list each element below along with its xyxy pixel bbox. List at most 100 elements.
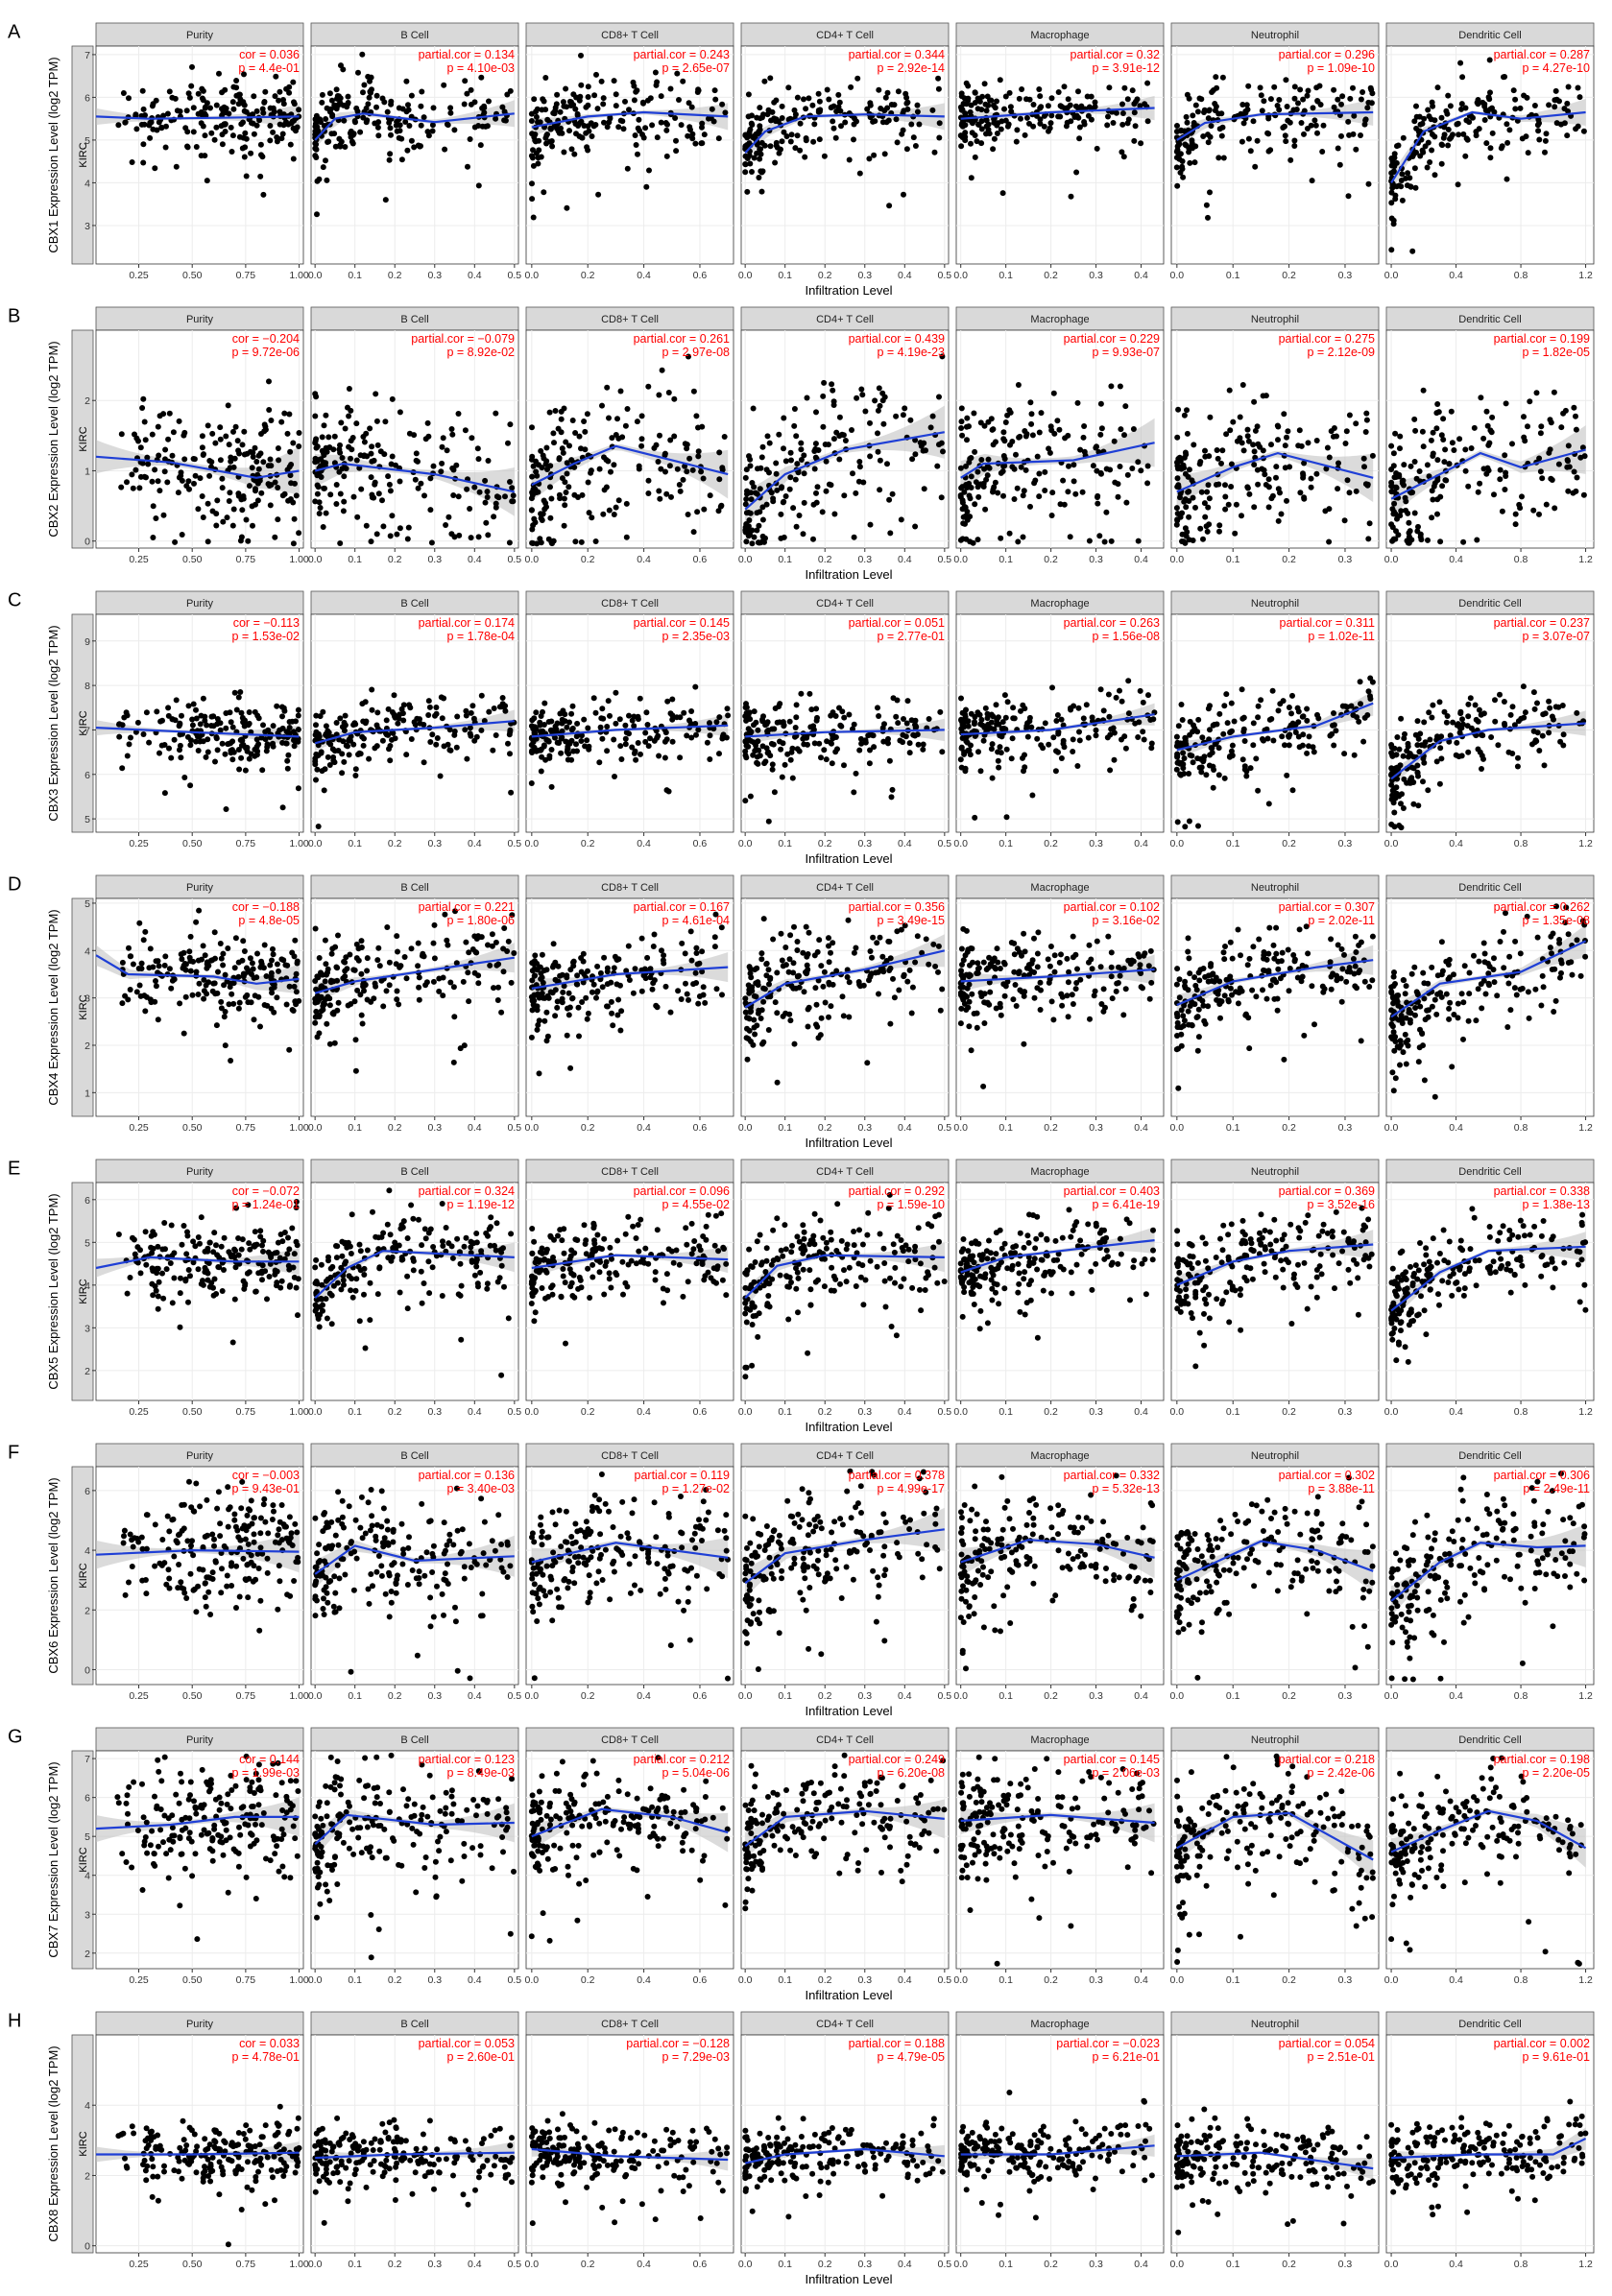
- data-point: [746, 709, 753, 716]
- data-point: [1123, 499, 1130, 506]
- data-point: [319, 447, 325, 454]
- data-point: [749, 540, 756, 547]
- data-point: [1247, 765, 1254, 772]
- data-point: [914, 108, 921, 115]
- data-point: [1414, 528, 1421, 535]
- data-point: [547, 125, 554, 132]
- data-point: [1036, 493, 1043, 500]
- data-point: [142, 1008, 149, 1015]
- data-point: [1286, 705, 1292, 710]
- data-point: [712, 96, 719, 103]
- data-point: [1181, 755, 1188, 761]
- data-point: [421, 492, 427, 499]
- correlation-label: partial.cor = 0.311: [1280, 616, 1376, 630]
- data-point: [821, 153, 828, 159]
- data-point: [245, 538, 252, 544]
- data-point: [161, 742, 168, 748]
- data-point: [408, 736, 415, 742]
- data-point: [562, 502, 568, 509]
- trend-line: [1390, 448, 1586, 500]
- scatter-points: [528, 52, 729, 221]
- data-point: [360, 434, 367, 440]
- data-point: [782, 458, 789, 465]
- data-point: [633, 142, 639, 148]
- data-point: [748, 496, 755, 503]
- data-point: [415, 485, 421, 491]
- data-point: [781, 498, 787, 505]
- data-point: [957, 756, 964, 763]
- data-point: [406, 123, 413, 129]
- scatter-points: [312, 686, 517, 829]
- data-point: [1145, 692, 1151, 699]
- data-point: [1244, 426, 1251, 433]
- trend-line: [960, 107, 1155, 120]
- data-point: [461, 101, 468, 108]
- data-point: [1189, 137, 1195, 144]
- data-point: [743, 538, 750, 545]
- data-point: [1301, 131, 1307, 137]
- data-point: [1209, 750, 1215, 756]
- data-point: [1361, 464, 1367, 470]
- data-point: [1198, 96, 1205, 103]
- data-point: [502, 707, 509, 714]
- data-point: [115, 122, 122, 129]
- data-point: [1576, 94, 1583, 101]
- data-point: [481, 103, 488, 109]
- data-point: [1483, 408, 1490, 415]
- data-point: [1292, 721, 1299, 728]
- trend-line: [531, 444, 729, 487]
- data-point: [1430, 496, 1436, 503]
- data-point: [1346, 412, 1353, 419]
- data-point: [756, 175, 762, 180]
- data-point: [249, 503, 255, 510]
- data-point: [239, 442, 246, 448]
- x-tick-label: 0.3: [1089, 554, 1103, 565]
- data-point: [811, 466, 818, 472]
- data-point: [1389, 787, 1396, 794]
- data-point: [927, 424, 934, 431]
- data-point: [169, 452, 176, 459]
- data-point: [1415, 735, 1422, 742]
- data-point: [1497, 466, 1504, 473]
- data-point: [290, 155, 297, 162]
- data-point: [585, 84, 591, 90]
- data-point: [1108, 383, 1115, 390]
- data-point: [135, 966, 142, 971]
- data-point: [574, 720, 581, 727]
- data-point: [1090, 463, 1096, 469]
- data-point: [1200, 758, 1207, 765]
- data-point: [773, 116, 780, 123]
- data-point: [1441, 132, 1448, 138]
- panel-title-strip: [95, 874, 304, 899]
- data-point: [1407, 490, 1414, 496]
- data-point: [337, 99, 344, 106]
- data-point: [856, 170, 863, 177]
- data-point: [181, 456, 188, 463]
- data-point: [475, 534, 482, 540]
- data-point: [475, 182, 482, 189]
- x-tick-label: 0.1: [1226, 270, 1240, 281]
- data-point: [958, 744, 965, 751]
- data-point: [622, 722, 629, 729]
- data-point: [912, 725, 919, 731]
- y-tick-label: 2: [84, 395, 90, 407]
- data-point: [1208, 123, 1215, 130]
- data-point: [1565, 458, 1571, 465]
- data-point: [229, 522, 236, 529]
- data-point: [1410, 801, 1417, 807]
- data-point: [408, 137, 415, 144]
- data-point: [276, 457, 282, 464]
- data-point: [279, 131, 286, 137]
- panel-title: CD4+ T Cell: [816, 598, 874, 610]
- data-point: [250, 522, 255, 529]
- panel-title-strip: [955, 306, 1165, 331]
- data-point: [337, 715, 344, 722]
- data-point: [1124, 471, 1131, 478]
- x-tick-label: 0.0: [1170, 554, 1185, 565]
- data-point: [839, 708, 846, 715]
- panel-title: Macrophage: [1030, 30, 1089, 41]
- data-point: [1388, 466, 1395, 472]
- data-point: [1023, 466, 1029, 473]
- data-point: [671, 395, 678, 402]
- x-tick-label: 0.0: [738, 838, 753, 849]
